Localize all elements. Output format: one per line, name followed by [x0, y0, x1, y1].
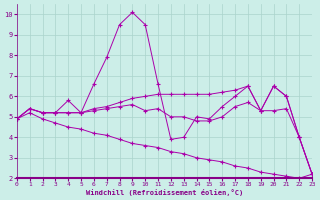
X-axis label: Windchill (Refroidissement éolien,°C): Windchill (Refroidissement éolien,°C) [86, 189, 243, 196]
